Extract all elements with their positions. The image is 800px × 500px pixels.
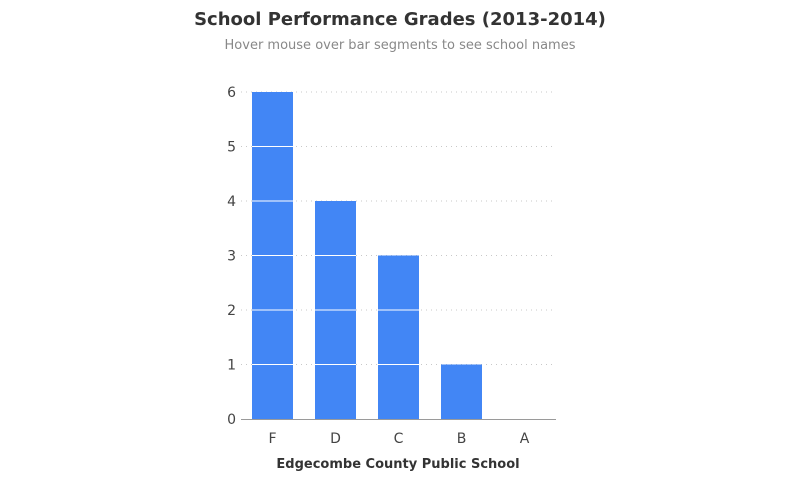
- x-tick-label: A: [520, 431, 530, 447]
- bar-C[interactable]: [378, 255, 419, 420]
- axes: 0 1 2 3 4 5 6 F D C B A: [227, 85, 556, 447]
- x-tick-label: B: [457, 431, 467, 447]
- x-axis-title: Edgecombe County Public School: [276, 457, 519, 472]
- x-tick-label: C: [394, 431, 404, 447]
- bars[interactable]: [252, 92, 482, 419]
- chart-title: School Performance Grades (2013-2014): [194, 9, 606, 30]
- y-tick-label: 6: [227, 85, 236, 101]
- bar-B[interactable]: [441, 364, 482, 420]
- y-tick-label: 3: [227, 249, 236, 265]
- y-tick-label: 1: [227, 358, 236, 374]
- x-tick-label: D: [330, 431, 341, 447]
- y-tick-label: 4: [227, 194, 236, 210]
- chart-subtitle: Hover mouse over bar segments to see sch…: [224, 38, 576, 53]
- y-tick-label: 2: [227, 303, 236, 319]
- y-tick-label: 5: [227, 140, 236, 156]
- y-tick-label: 0: [227, 412, 236, 428]
- x-tick-label: F: [268, 431, 276, 447]
